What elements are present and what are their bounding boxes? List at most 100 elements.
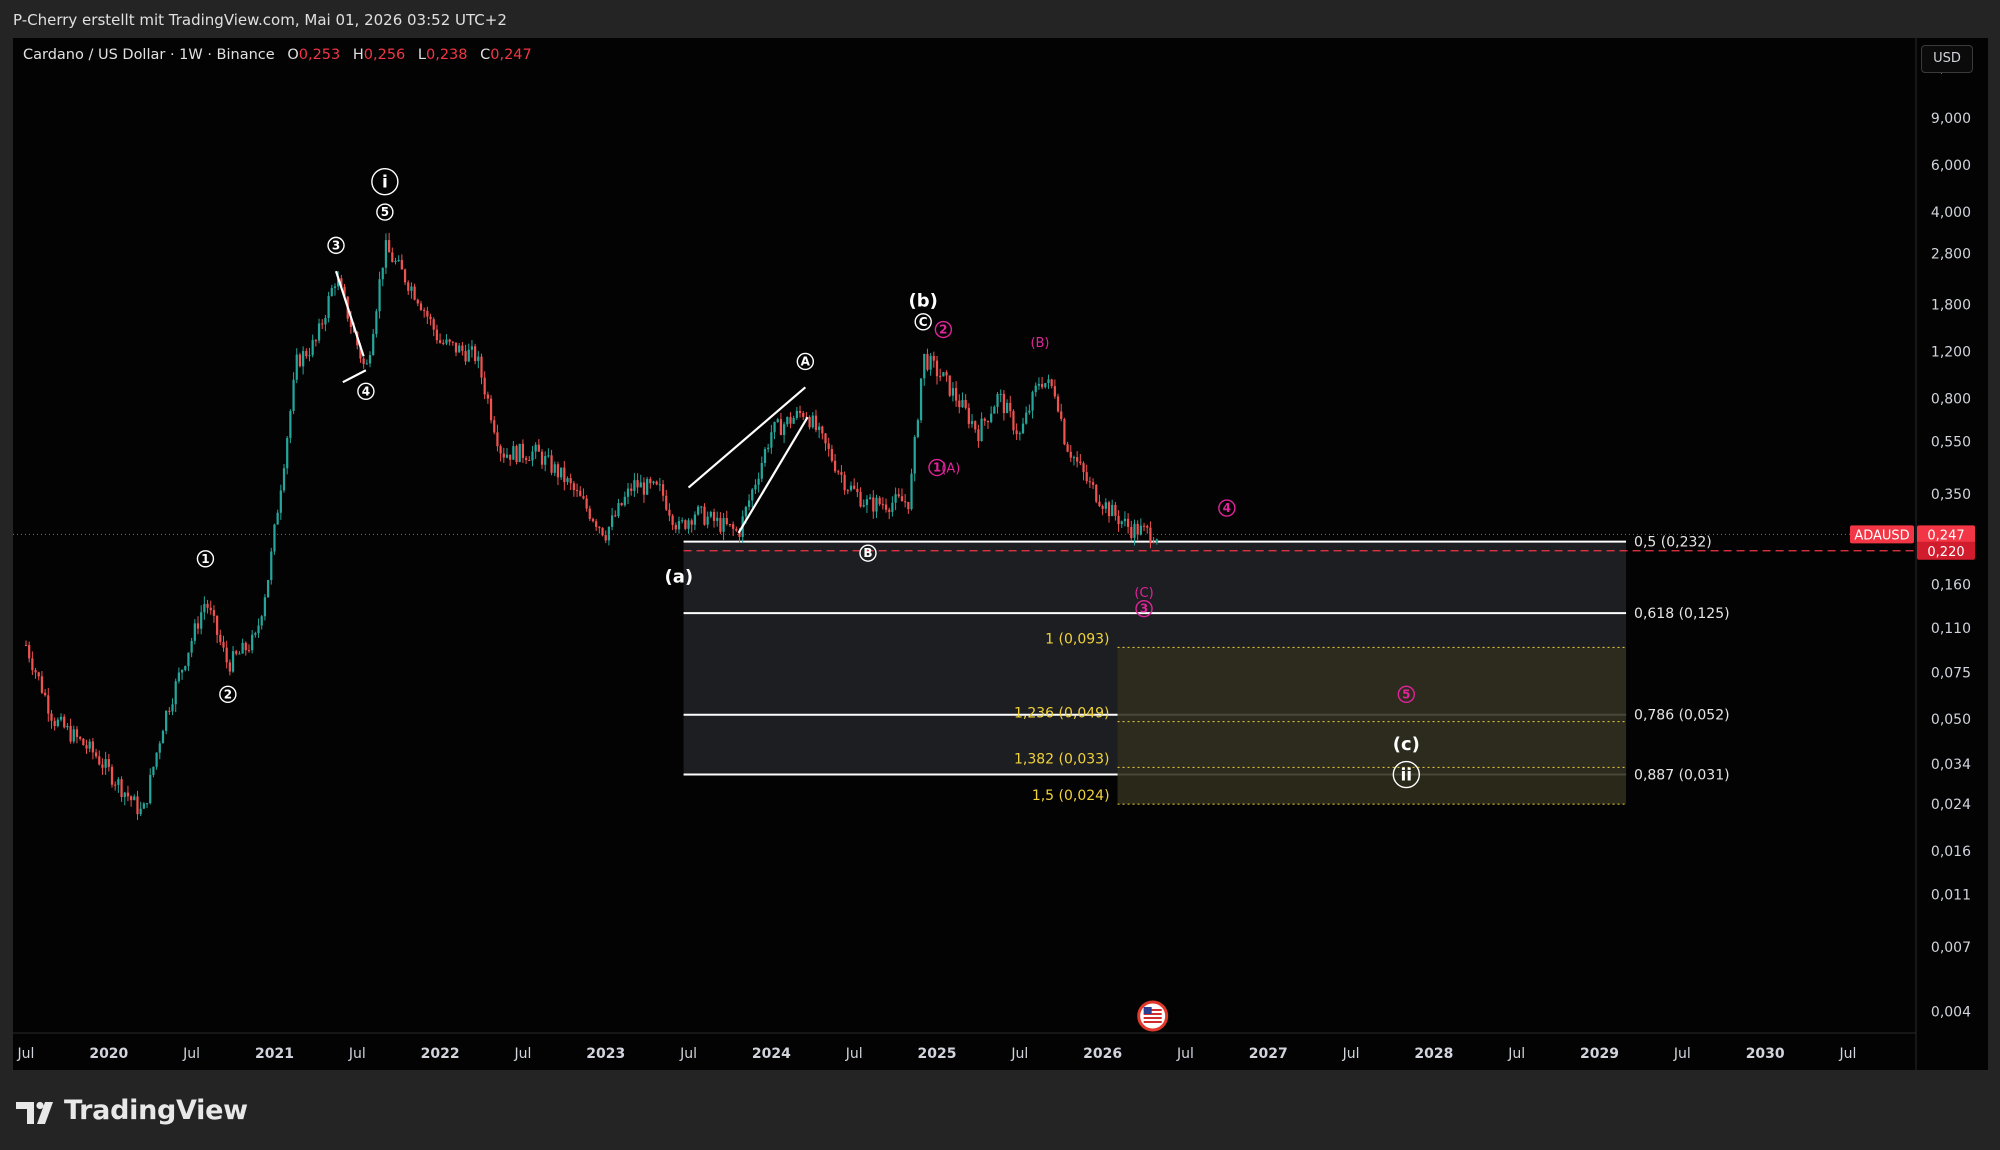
candle-body [104, 759, 107, 768]
candle-body [878, 497, 881, 505]
candle-body [894, 494, 897, 503]
candle-body [853, 485, 856, 489]
time-tick-label: 2026 [1083, 1046, 1122, 1062]
chart-pane[interactable]: 0,5 (0,232) 0,618 (0,125) 0,786 (0,052) 0,8… [13, 38, 1988, 1070]
wave-label-ring [376, 203, 394, 221]
candle-body [916, 420, 920, 437]
wave-label: 3 [332, 238, 340, 252]
candle-body [856, 488, 859, 493]
candle-body [314, 340, 317, 342]
candle-body [712, 512, 716, 521]
price-tick-label: 0,016 [1931, 844, 1971, 860]
candle-body [50, 713, 53, 721]
candle-body [693, 514, 697, 525]
wave-label: 2 [224, 687, 232, 701]
high-label: H [352, 47, 364, 63]
price-tick-label: 0,011 [1931, 887, 1971, 903]
wave-label-ring [357, 382, 375, 401]
candle-body [56, 719, 59, 727]
candle-body [238, 653, 241, 655]
price-chart[interactable]: 0,5 (0,232) 0,618 (0,125) 0,786 (0,052) 0,8… [13, 38, 1988, 1070]
candle-body [531, 451, 534, 461]
candle-body [770, 432, 773, 448]
candle-body [43, 692, 47, 696]
tradingview-logo[interactable]: TradingView [14, 1091, 248, 1131]
candle-body [1088, 481, 1092, 483]
candle-body [738, 530, 741, 537]
wave-label: C [919, 315, 928, 329]
candle-body [865, 499, 869, 505]
wave-label-ring [796, 352, 815, 371]
candle-body [900, 496, 904, 502]
candle-body [327, 296, 330, 319]
candle-body [442, 342, 445, 344]
price-tick-label: 9,000 [1931, 111, 1971, 127]
wave-label: (c) [1393, 734, 1420, 755]
wave-label: 4 [1223, 501, 1231, 515]
candle-body [282, 468, 286, 491]
candle-body [110, 766, 114, 785]
wave-label-ring [371, 168, 399, 196]
candle-body [951, 388, 955, 396]
candle-body [263, 597, 267, 617]
candle-body [1139, 525, 1142, 535]
currency-button[interactable]: USD [1921, 45, 1973, 73]
fib-extension-label: 1,236 (0,049) [1014, 706, 1110, 722]
candle-body [174, 681, 177, 705]
candle-body [1053, 386, 1056, 397]
candle-body [547, 455, 550, 457]
candle-body [1034, 385, 1037, 393]
candle-body [378, 279, 381, 312]
candle-body [728, 524, 732, 526]
candle-body [98, 756, 101, 765]
candle-body [983, 418, 986, 421]
wave-label: 3 [1140, 602, 1148, 616]
candle-body [1133, 523, 1136, 538]
candle-body [24, 644, 28, 646]
candle-body [913, 436, 916, 474]
candles-layer [24, 232, 1158, 820]
candle-body [521, 443, 525, 458]
candle-body [244, 642, 247, 651]
candle-body [1060, 411, 1063, 420]
candle-body [212, 610, 216, 616]
candle-body [1031, 392, 1034, 411]
candle-body [470, 346, 474, 350]
wave-label-ring [859, 544, 877, 562]
fib-extension-zone [1117, 647, 1627, 805]
candle-body [467, 349, 470, 362]
candle-body [72, 729, 75, 742]
candle-body [219, 634, 222, 642]
candle-body [505, 454, 509, 458]
price-tick-label: 1,800 [1931, 297, 1971, 313]
candle-body [94, 752, 98, 757]
price-tick-label: 6,000 [1931, 158, 1971, 174]
triangle-upper-line [334, 270, 365, 357]
candle-body [47, 695, 50, 714]
candle-body [1050, 379, 1053, 387]
time-tick-label: Jul [1176, 1046, 1194, 1062]
candle-body [429, 316, 432, 320]
candle-body [120, 779, 123, 798]
candle-body [649, 479, 652, 484]
candle-body [117, 779, 120, 785]
candle-body [1002, 393, 1006, 414]
candle-body [942, 372, 945, 377]
candle-body [827, 443, 830, 450]
candle-body [843, 474, 846, 491]
wave-label-ring [327, 236, 345, 255]
candle-body [1114, 504, 1117, 516]
tradingview-wordmark: TradingView [64, 1095, 248, 1126]
candle-body [690, 520, 693, 525]
candle-body [114, 784, 117, 786]
candle-body [954, 388, 958, 401]
tradingview-logo-icon [16, 1101, 53, 1124]
candle-body [808, 417, 811, 428]
close-label: C [480, 47, 491, 63]
wave-label: A [801, 354, 811, 368]
candle-body [652, 481, 655, 484]
candle-body [999, 393, 1002, 395]
candle-body [751, 489, 754, 501]
candle-body [91, 741, 95, 753]
